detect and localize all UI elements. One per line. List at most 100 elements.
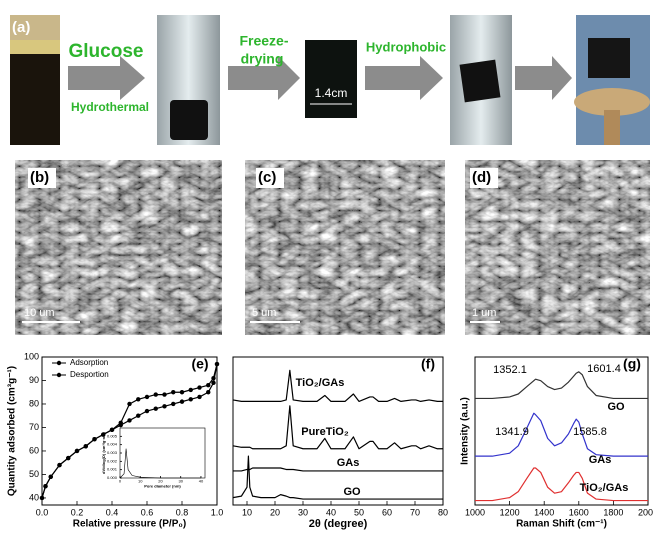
arrow xyxy=(365,56,443,100)
x-tick-label: 10 xyxy=(242,507,252,517)
x-tick-label: 30 xyxy=(298,507,308,517)
marker xyxy=(206,383,210,387)
marker xyxy=(211,376,215,380)
marker xyxy=(57,463,61,467)
x-tick-label: 0.0 xyxy=(36,507,49,517)
stem xyxy=(604,110,620,145)
peak-annotation: 1585.8 xyxy=(573,426,607,438)
x-tick-label: 0.6 xyxy=(141,507,154,517)
legend-marker xyxy=(57,361,61,365)
marker xyxy=(127,402,131,406)
y-tick-label: 90 xyxy=(29,375,39,385)
y-tick-label: 0.005 xyxy=(107,433,118,438)
x-tick-label: 40 xyxy=(199,479,204,484)
y-tick-label: 0.002 xyxy=(107,458,118,463)
legend-marker xyxy=(57,373,61,377)
y-tick-label: 50 xyxy=(29,469,39,479)
photo-row: (a) Glucose Hydrothermal Freeze- drying … xyxy=(10,15,650,145)
y-axis-label: dV/dlog(D) (cm³/g·nm) xyxy=(101,431,106,474)
marker xyxy=(145,409,149,413)
x-tick-label: 1.0 xyxy=(211,507,224,517)
legend-label: Adsorption xyxy=(70,358,108,367)
marker xyxy=(180,399,184,403)
x-axis-label: 2θ (degree) xyxy=(309,518,368,530)
y-tick-label: 0.001 xyxy=(107,467,118,472)
x-axis-label: Raman Shift (cm⁻¹) xyxy=(516,519,607,530)
peak-annotation: 1601.4 xyxy=(587,363,621,375)
marker xyxy=(154,406,158,410)
marker xyxy=(40,496,44,500)
marker xyxy=(43,484,47,488)
y-tick-label: 60 xyxy=(29,445,39,455)
marker xyxy=(171,390,175,394)
marker xyxy=(189,397,193,401)
x-axis-label: Relative pressure (P/P₀) xyxy=(73,519,186,530)
x-tick-label: 0.8 xyxy=(176,507,189,517)
x-axis-label: Pore diameter (nm) xyxy=(144,483,181,488)
panel-label: (c) xyxy=(258,169,276,186)
figure: (a) Glucose Hydrothermal Freeze- drying … xyxy=(0,0,653,536)
step-label: Hydrothermal xyxy=(71,100,149,114)
x-tick-label: 1000 xyxy=(465,507,485,517)
y-tick-label: 100 xyxy=(24,351,39,361)
y-tick-label: 0.000 xyxy=(107,475,118,480)
gel xyxy=(170,100,208,140)
x-tick-label: 20 xyxy=(270,507,280,517)
marker xyxy=(75,449,79,453)
x-tick-label: 1600 xyxy=(569,507,589,517)
marker xyxy=(189,388,193,392)
marker xyxy=(206,390,210,394)
panel-label: (d) xyxy=(472,169,491,186)
arrow xyxy=(68,56,145,100)
legend-label: Desportion xyxy=(70,370,109,379)
panel-label: (a) xyxy=(12,19,30,36)
x-tick-label: 40 xyxy=(326,507,336,517)
marker xyxy=(180,390,184,394)
x-tick-label: 50 xyxy=(354,507,364,517)
step-label: Hydrophobic xyxy=(366,39,446,54)
marker xyxy=(119,421,123,425)
scale-label: 1 um xyxy=(472,307,496,319)
x-tick-label: 1200 xyxy=(500,507,520,517)
y-tick-label: 0.003 xyxy=(107,450,118,455)
series-label: PureTiO₂ xyxy=(301,426,349,438)
series-label: TiO₂/GAs xyxy=(296,377,345,389)
x-tick-label: 10 xyxy=(138,479,143,484)
marker xyxy=(162,392,166,396)
series-label: GO xyxy=(343,486,361,498)
marker xyxy=(92,437,96,441)
scale-label: 10 um xyxy=(24,307,55,319)
x-tick-label: 1800 xyxy=(603,507,623,517)
x-tick-label: 0.2 xyxy=(71,507,84,517)
marker xyxy=(49,475,53,479)
gel xyxy=(460,60,501,103)
sem-row: (b) (c) (d) 10 um 5 um 1 um xyxy=(15,160,650,335)
x-tick-label: 70 xyxy=(410,507,420,517)
marker xyxy=(197,395,201,399)
series-label: GAs xyxy=(337,457,360,469)
marker xyxy=(127,418,131,422)
y-tick-label: 40 xyxy=(29,492,39,502)
y-tick-label: 70 xyxy=(29,422,39,432)
panel-label: (f) xyxy=(421,356,435,372)
step-label: Freeze- xyxy=(239,33,288,49)
peak-annotation: 1341.9 xyxy=(495,426,529,438)
aerogel xyxy=(305,40,357,118)
panel-label: (g) xyxy=(623,356,641,372)
marker xyxy=(145,395,149,399)
marker xyxy=(211,381,215,385)
marker xyxy=(110,428,114,432)
series-label: TiO₂/GAs xyxy=(580,482,629,494)
arrow xyxy=(515,56,572,100)
inset-frame xyxy=(120,428,205,478)
y-tick-label: 0.004 xyxy=(107,442,118,447)
marker xyxy=(66,456,70,460)
marker xyxy=(84,444,88,448)
x-tick-label: 60 xyxy=(382,507,392,517)
marker xyxy=(162,404,166,408)
vial-1-band xyxy=(10,40,60,54)
series-label: GO xyxy=(607,401,625,413)
y-tick-label: 80 xyxy=(29,398,39,408)
series-label: GAs xyxy=(589,454,612,466)
marker xyxy=(215,362,219,366)
